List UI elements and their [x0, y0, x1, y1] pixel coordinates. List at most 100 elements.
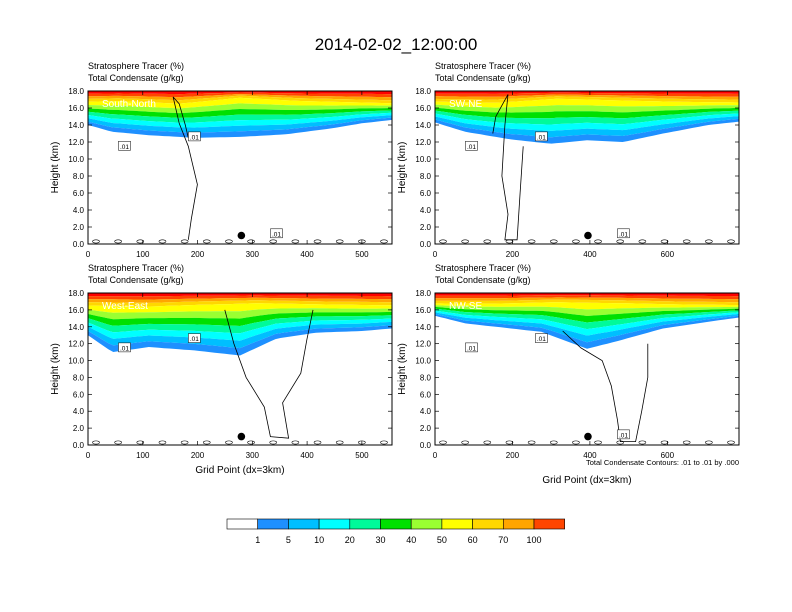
condensate-contour [158, 239, 167, 244]
contour-label: .01 [465, 342, 478, 352]
panel-2: Stratosphere Tracer (%) Total Condensate … [397, 61, 740, 259]
contour-label: .01 [617, 429, 630, 439]
y-tick-label: 14.0 [415, 323, 431, 332]
x-tick-label: 0 [86, 451, 91, 460]
y-tick-label: 6.0 [73, 390, 85, 399]
svg-text:.01: .01 [190, 134, 199, 141]
tracer-band [435, 293, 739, 297]
svg-text:.01: .01 [619, 432, 628, 439]
y-tick-label: 6.0 [420, 189, 432, 198]
panel-title-line1: Stratosphere Tracer (%) [88, 263, 184, 273]
condensate-contour [660, 239, 669, 244]
condensate-contour [313, 239, 322, 244]
tracer-band [88, 97, 392, 109]
condensate-contour [549, 239, 558, 244]
condensate-contour [114, 440, 122, 445]
colorbar-label: 1 [255, 535, 260, 545]
condensate-contour [594, 440, 602, 445]
condensate-contour [527, 440, 536, 445]
tracer-band [435, 310, 739, 336]
condensate-contour [616, 440, 625, 445]
condensate-contour [92, 440, 100, 445]
condensate-contour [572, 440, 580, 445]
colorbar: 1 5 10 20 30 40 50 60 70 100 [226, 518, 566, 545]
condensate-contour [172, 96, 198, 240]
tracer-field [88, 91, 392, 138]
colorbar-label: 100 [526, 535, 541, 545]
y-tick-label: 4.0 [73, 407, 85, 416]
colorbar-cell [226, 518, 259, 530]
condensate-contour [202, 239, 211, 244]
condensate-contour [549, 440, 558, 445]
panel-label: SW-NE [449, 99, 482, 110]
plot-frame [87, 292, 393, 446]
location-marker [584, 432, 592, 441]
tracer-band [435, 305, 739, 316]
tracer-band [435, 306, 739, 323]
x-tick-label: 400 [300, 451, 314, 460]
condensate-contour [291, 440, 300, 445]
x-tick-label: 400 [583, 451, 597, 460]
condensate-contour [269, 440, 278, 445]
y-tick-label: 4.0 [73, 206, 85, 215]
condensate-contour [439, 239, 447, 244]
y-tick-label: 16.0 [68, 104, 84, 113]
condensate-contour [136, 440, 145, 445]
y-tick-label: 10.0 [68, 155, 84, 164]
tracer-band [88, 94, 392, 101]
y-tick-label: 8.0 [73, 373, 85, 382]
svg-text:.01: .01 [537, 134, 546, 141]
condensate-contour [483, 239, 492, 244]
panel-1: Stratosphere Tracer (%) Total Condensate … [50, 61, 393, 259]
tracer-band [88, 315, 392, 334]
condensate-contour [180, 440, 189, 445]
x-tick-label: 100 [136, 250, 150, 259]
tracer-field [88, 293, 392, 356]
panel-title-line1: Stratosphere Tracer (%) [435, 61, 531, 71]
tracer-band [88, 300, 392, 307]
contour-label: .01 [188, 131, 201, 141]
x-tick-label: 300 [246, 250, 260, 259]
tracer-band [88, 117, 392, 138]
colorbar-label: 50 [437, 535, 447, 545]
x-tick-label: 600 [661, 451, 675, 460]
condensate-contour [225, 239, 233, 244]
y-tick-label: 10.0 [68, 357, 84, 366]
condensate-contour [527, 239, 536, 244]
y-axis-label: Height (km) [50, 142, 61, 194]
plot-frame [434, 292, 740, 446]
colorbar-label: 5 [286, 535, 291, 545]
condensate-contour [461, 440, 469, 445]
x-tick-label: 500 [355, 250, 369, 259]
y-tick-label: 8.0 [420, 172, 432, 181]
x-tick-label: 200 [191, 451, 205, 460]
tracer-band [88, 318, 392, 341]
tracer-band [88, 112, 392, 128]
y-tick-label: 14.0 [415, 121, 431, 130]
condensate-contour [335, 440, 344, 445]
condensate-contour [136, 239, 145, 244]
y-axis-label: Height (km) [397, 343, 408, 395]
x-tick-label: 500 [355, 451, 369, 460]
panel-title-line2: Total Condensate (g/kg) [88, 73, 184, 83]
condensate-contour [291, 239, 300, 244]
svg-text:.01: .01 [467, 144, 476, 151]
tracer-band [88, 308, 392, 320]
svg-text:.01: .01 [619, 231, 628, 238]
contour-footnote: Total Condensate Contours: .01 to .01 by… [586, 458, 739, 467]
tracer-band [88, 103, 392, 114]
condensate-contour [225, 440, 233, 445]
condensate-contour [158, 440, 167, 445]
tracer-field [435, 293, 739, 349]
y-tick-label: 12.0 [415, 340, 431, 349]
colorbar-cell [502, 518, 535, 530]
panel-title-line1: Stratosphere Tracer (%) [88, 61, 184, 71]
colorbar-label: 20 [345, 535, 355, 545]
plot-frame [434, 90, 740, 245]
y-tick-label: 18.0 [415, 87, 431, 96]
colorbar-cell [288, 518, 320, 530]
contour-label: .01 [270, 228, 283, 238]
tracer-band [435, 110, 739, 125]
tracer-band [435, 98, 739, 108]
